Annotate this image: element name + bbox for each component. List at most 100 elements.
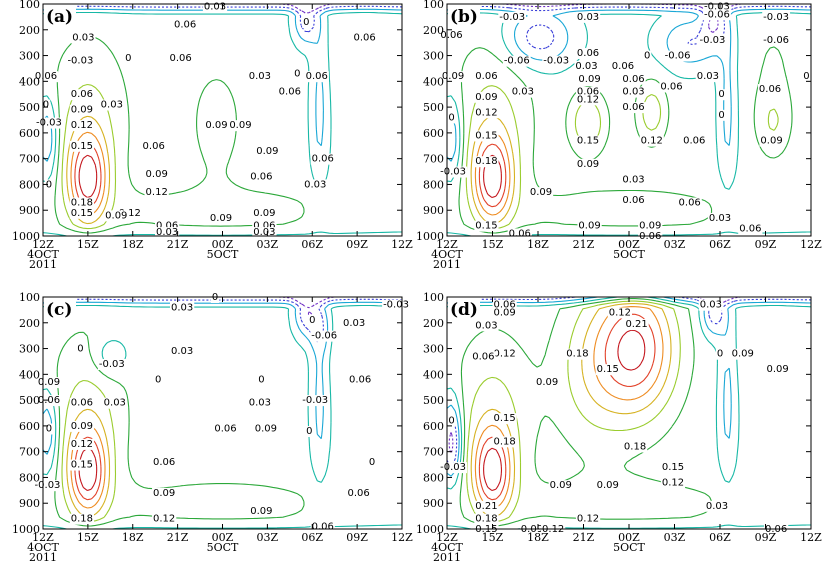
- y-tick-label: 100: [19, 0, 40, 11]
- contour-label-bg: [347, 374, 373, 386]
- contour-label-bg: [253, 423, 279, 435]
- contour-label-bg: [575, 94, 601, 106]
- contour-label: 0.03: [101, 100, 123, 111]
- contour-label-bg: [595, 480, 620, 492]
- x-tick-label: 12Z: [800, 238, 822, 251]
- panel-b: -0.03 0.03-0.03-0.06 -0.030.060.06-0.06 -0.…: [416, 0, 822, 271]
- contour-line-0.06: [54, 331, 305, 527]
- y-tick-label: 400: [423, 75, 444, 88]
- contour-label-bg: [293, 68, 302, 80]
- contour-label-bg: [698, 299, 724, 311]
- contour-label-bg: [302, 17, 311, 29]
- contour-label-bg: [69, 513, 95, 525]
- contour-label-bg: [575, 513, 601, 525]
- contour-label-bg: [502, 55, 531, 67]
- contour-line--0.03: [43, 5, 402, 33]
- contour-label: 0: [309, 315, 315, 326]
- contour-label-bg: [474, 130, 499, 142]
- contour-label-bg: [492, 307, 517, 319]
- contour-label-bg: [474, 220, 499, 232]
- contour-label-bg: [69, 397, 95, 409]
- contour-label: -0.03: [499, 12, 525, 23]
- contour-label-bg: [474, 500, 499, 512]
- x-tick-label: 00Z: [618, 531, 640, 544]
- contour-label-bg: [471, 351, 496, 363]
- contour-label: -0.03: [704, 2, 730, 13]
- contour-label-bg: [36, 377, 62, 389]
- contour-label: 0.15: [597, 364, 619, 375]
- contour-label-bg: [308, 315, 317, 327]
- x-tick-label: 18Z: [122, 238, 144, 251]
- contour-label-bg: [575, 158, 601, 170]
- contour-label-bg: [575, 47, 601, 59]
- contour-label-bg: [69, 104, 95, 116]
- contour-label-bg: [759, 135, 784, 147]
- x-tick-label: 03Z: [664, 531, 686, 544]
- contour-label: 0.06: [739, 223, 761, 234]
- contour-label: 0: [77, 344, 83, 355]
- date-label: 4OCT: [431, 248, 463, 261]
- contour-label-bg: [698, 35, 727, 47]
- contour-label: 0.06: [475, 71, 497, 82]
- contour-label: 0.18: [475, 514, 497, 525]
- panel-label-bg: [44, 5, 76, 27]
- contour-label-bg: [703, 9, 731, 21]
- contour-label-bg: [169, 302, 195, 314]
- contour-label: 0.09: [255, 423, 277, 434]
- y-tick-label: 100: [19, 291, 40, 304]
- contour-label-bg: [99, 99, 124, 111]
- contour-label: 0.09: [578, 221, 600, 232]
- contour-label: 0.18: [71, 197, 93, 208]
- contour-label-bg: [659, 81, 684, 93]
- x-tick-label: 21Z: [167, 531, 189, 544]
- contour-label: 0.06: [169, 53, 191, 64]
- contour-label-bg: [695, 71, 720, 83]
- y-tick-label: 700: [423, 153, 444, 166]
- x-tick-label: 15Z: [77, 531, 99, 544]
- contour-label-bg: [621, 73, 646, 85]
- contour-label-bg: [252, 227, 277, 239]
- contour-label: 0.09: [578, 74, 600, 85]
- x-tick-label: 00Z: [212, 531, 234, 544]
- date-label: 5OCT: [613, 248, 645, 261]
- contour-label: 0: [258, 374, 264, 385]
- contour-label: 0.03: [156, 227, 178, 238]
- contour-label: 0: [644, 51, 650, 62]
- contour-label: 0.03: [253, 227, 275, 238]
- contour-label: 0.12: [119, 208, 141, 219]
- date-label: 5OCT: [207, 248, 239, 261]
- date-label: 2011: [29, 551, 57, 563]
- y-tick-label: 600: [19, 127, 40, 140]
- contour-label-bg: [474, 71, 499, 83]
- contour-label-bg: [621, 102, 646, 114]
- contour-label-bg: [507, 228, 532, 240]
- y-tick-label: 800: [423, 178, 444, 191]
- contour-label-bg: [738, 223, 763, 235]
- contour-label-bg: [474, 513, 499, 525]
- contour-label-bg: [439, 166, 468, 178]
- contour-label: 0.12: [609, 307, 631, 318]
- contour-label: 0: [717, 349, 723, 360]
- contour-label-bg: [638, 220, 663, 232]
- contour-label: 0.09: [146, 169, 168, 180]
- date-label: 4OCT: [27, 248, 59, 261]
- contour-label: -0.06: [504, 56, 530, 67]
- x-tick-label: 12Z: [32, 238, 54, 251]
- contour-label-bg: [575, 11, 601, 23]
- contour-label-bg: [310, 153, 335, 165]
- contour-label-bg: [228, 120, 253, 132]
- x-tick-label: 18Z: [527, 238, 549, 251]
- contour-label-bg: [117, 207, 142, 219]
- contour-label-bg: [124, 53, 133, 65]
- y-tick-label: 500: [423, 394, 444, 407]
- panel-label: (b): [450, 7, 478, 27]
- contour-label: 0.06: [622, 74, 644, 85]
- x-tick-label: 18Z: [527, 531, 549, 544]
- contour-label-bg: [447, 415, 456, 427]
- x-tick-label: 12Z: [800, 531, 822, 544]
- contour-label: 0: [43, 100, 49, 111]
- x-tick-label: 12Z: [32, 531, 54, 544]
- y-tick-label: 300: [423, 50, 444, 63]
- x-tick-label: 15Z: [77, 238, 99, 251]
- contour-label-bg: [69, 438, 95, 450]
